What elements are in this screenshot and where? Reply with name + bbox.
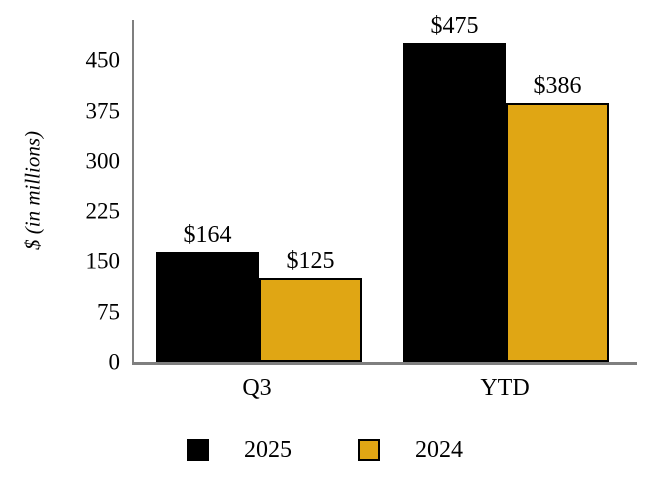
bar-ytd-2024: $386 <box>506 74 609 362</box>
bar-value-label-ytd-2024: $386 <box>533 73 582 100</box>
legend-label-2025: 2025 <box>244 437 292 463</box>
y-axis-tick-labels: 0 75 150 225 300 375 450 <box>0 20 121 374</box>
y-tick-label: 150 <box>85 248 121 274</box>
bar-q3-2024: $125 <box>259 249 362 362</box>
plot-area: $164 $125 $475 $386 <box>132 14 637 365</box>
y-tick-label: 225 <box>85 198 121 224</box>
bar-value-label-ytd-2025: $475 <box>430 13 479 40</box>
x-tick-label-ytd: YTD <box>480 375 530 401</box>
legend-item-2025: 2025 <box>187 438 292 462</box>
y-tick-label: 375 <box>85 98 121 124</box>
y-tick-label: 300 <box>85 148 121 174</box>
y-tick-label: 450 <box>85 47 121 73</box>
legend-swatch-2025 <box>187 439 209 461</box>
legend-item-2024: 2024 <box>358 438 463 462</box>
legend: 2025 2024 <box>0 438 650 462</box>
x-tick-label-q3: Q3 <box>242 375 272 401</box>
bar-value-label-q3-2024: $125 <box>286 248 335 275</box>
y-tick-label: 0 <box>108 349 121 375</box>
bar-ytd-2025: $475 <box>403 14 506 362</box>
y-tick-label: 75 <box>97 299 120 325</box>
x-axis-tick-labels: Q3 YTD <box>132 375 635 405</box>
legend-label-2024: 2024 <box>415 437 463 463</box>
bar-q3-2025: $164 <box>156 223 259 362</box>
bar-value-label-q3-2025: $164 <box>183 222 232 249</box>
legend-swatch-2024 <box>358 439 380 461</box>
